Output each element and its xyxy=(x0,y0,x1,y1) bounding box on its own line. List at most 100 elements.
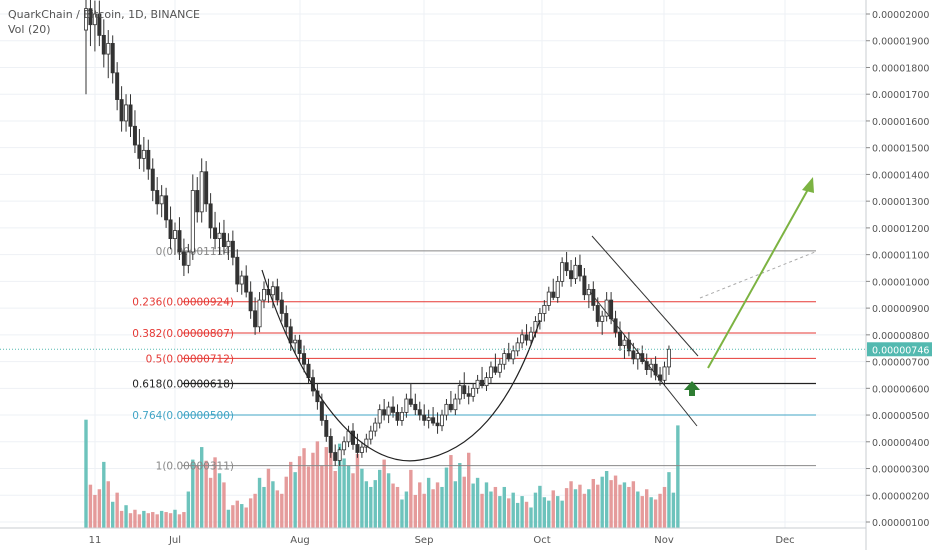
candle-body xyxy=(110,43,115,74)
candle-body xyxy=(408,398,413,405)
candle-body xyxy=(132,125,137,146)
time-tick-label: 11 xyxy=(89,535,102,546)
price-tick-label: 0.00000300 xyxy=(872,465,929,476)
candle-body xyxy=(560,262,565,282)
candle-body xyxy=(542,305,547,314)
candle-body xyxy=(115,72,120,100)
volume-bar xyxy=(151,512,155,528)
volume-bar xyxy=(226,509,231,528)
candle-body xyxy=(190,190,195,253)
volume-bar xyxy=(426,477,431,528)
volume-bar xyxy=(360,468,364,528)
volume-bar xyxy=(302,448,306,528)
volume-bar xyxy=(573,489,578,528)
candle-body xyxy=(488,366,493,379)
last-price-label: 0.00000746 xyxy=(872,345,929,356)
volume-bars xyxy=(84,419,680,528)
volume-bar xyxy=(337,443,342,528)
candle-body xyxy=(635,353,640,360)
price-tick-label: 0.00000200 xyxy=(872,491,929,502)
volume-bar xyxy=(418,482,422,528)
candle-body xyxy=(622,339,627,346)
cup-curve xyxy=(261,269,541,462)
volume-bar xyxy=(186,491,191,528)
candle-body xyxy=(364,438,369,448)
volume-bar xyxy=(266,468,271,528)
up-marker-icon xyxy=(684,381,700,396)
price-tick-label: 0.00001400 xyxy=(872,170,929,181)
candle-body xyxy=(511,350,516,360)
candle-body xyxy=(524,334,529,341)
breakout-arrow-line xyxy=(707,183,812,369)
candle-body xyxy=(181,251,186,266)
candle-body xyxy=(261,288,266,301)
candle-body xyxy=(435,422,440,427)
volume-bar xyxy=(333,471,337,528)
volume-bar xyxy=(413,494,417,528)
volume-bar xyxy=(636,491,640,528)
volume-bar xyxy=(102,461,106,528)
candle-body xyxy=(631,350,636,360)
volume-bar xyxy=(159,510,164,528)
volume-bar xyxy=(493,486,498,528)
volume-bar xyxy=(351,473,355,528)
candle-body xyxy=(235,256,240,285)
candle-body xyxy=(520,334,525,344)
volume-bar xyxy=(320,465,324,528)
candle-body xyxy=(546,291,551,306)
volume-bar xyxy=(529,507,533,528)
volume-bar xyxy=(471,483,475,528)
candle-body xyxy=(159,195,164,205)
volume-bar xyxy=(382,459,386,528)
volume-bar xyxy=(449,455,453,528)
candle-body xyxy=(395,411,400,421)
candle-body xyxy=(168,219,173,239)
volume-bar xyxy=(556,496,560,528)
candle-body xyxy=(97,13,102,36)
price-tick-label: 0.00001300 xyxy=(872,197,929,208)
candle-body xyxy=(244,275,249,293)
candle-body xyxy=(328,436,333,453)
candle-body xyxy=(399,411,404,421)
candle-body xyxy=(439,414,444,427)
last-price-badge xyxy=(867,342,932,357)
volume-bar xyxy=(222,482,226,528)
volume-bar xyxy=(600,476,604,528)
volume-bar xyxy=(422,493,426,528)
volume-bar xyxy=(177,514,182,528)
candle-body xyxy=(569,270,574,280)
volume-bar xyxy=(329,449,333,528)
volume-bar xyxy=(155,514,159,528)
candle-body xyxy=(355,444,360,453)
candle-body xyxy=(257,299,262,328)
candle-body xyxy=(195,190,200,213)
candle-body xyxy=(359,446,364,453)
volume-bar xyxy=(560,500,564,528)
price-tick-label: 0.00000500 xyxy=(872,411,929,422)
candle-body xyxy=(141,149,146,159)
candle-body xyxy=(484,377,489,387)
candle-body xyxy=(604,299,609,317)
volume-bar xyxy=(297,456,302,528)
volume-bar xyxy=(289,461,293,528)
volume-bar xyxy=(458,463,462,528)
candle-body xyxy=(101,34,106,55)
candle-body xyxy=(248,291,253,312)
candle-body xyxy=(199,171,204,213)
volume-bar xyxy=(378,469,382,528)
candle-body xyxy=(377,409,382,424)
candle-body xyxy=(230,240,235,258)
volume-bar xyxy=(275,490,280,528)
volume-bar xyxy=(173,509,177,528)
volume-bar xyxy=(582,493,587,528)
candle-body xyxy=(448,403,453,411)
volume-bar xyxy=(93,494,97,528)
fib-label: 1(0.00000311) xyxy=(156,461,234,473)
candle-body xyxy=(84,8,89,31)
channel-lower-line xyxy=(589,291,698,427)
candle-body xyxy=(666,348,671,368)
price-tick-label: 0.00001000 xyxy=(872,277,929,288)
volume-bar xyxy=(84,419,88,528)
